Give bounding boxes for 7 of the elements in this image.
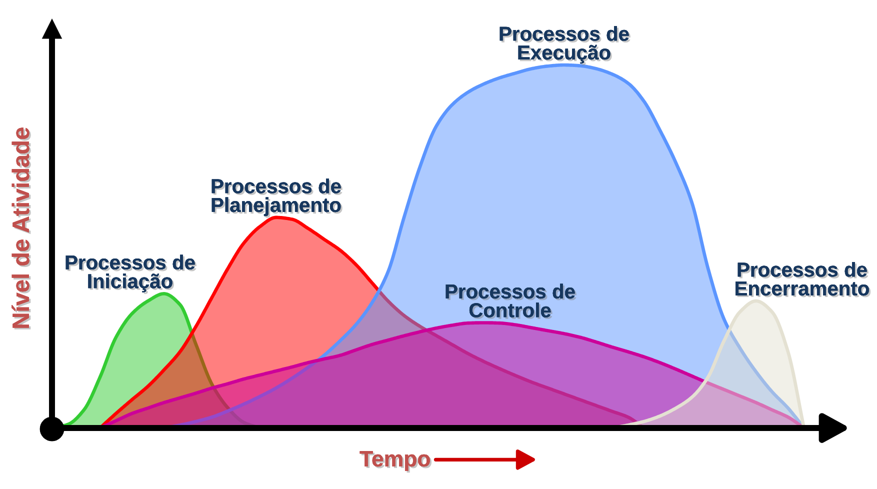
y-axis-title: Nível de Atividade	[12, 128, 31, 330]
series-label: Processos de Planejamento	[212, 178, 342, 218]
series-label: Processos de Encerramento	[736, 262, 871, 298]
x-axis-title: Tempo	[360, 451, 432, 473]
series-label: Processos de Controle	[446, 284, 576, 320]
series-label: Processos de Execução	[500, 26, 630, 66]
series-label: Processos de Iniciação	[66, 254, 196, 294]
